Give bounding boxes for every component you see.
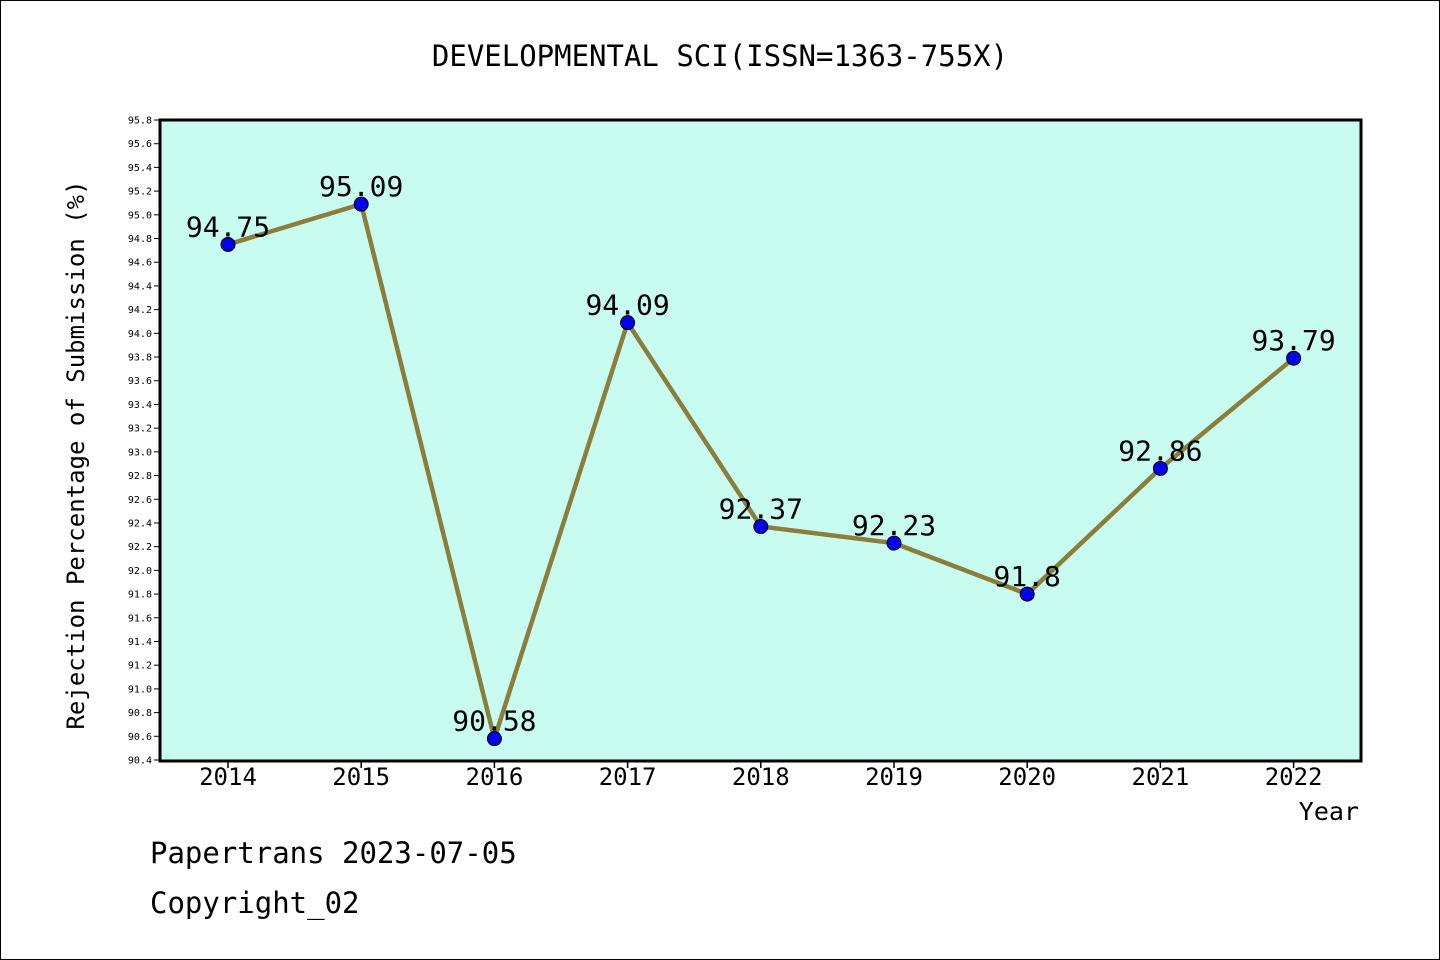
x-tick-label: 2020 [998, 763, 1056, 791]
data-point [1019, 586, 1035, 602]
x-tick-label: 2014 [199, 763, 257, 791]
x-tick-label: 2016 [466, 763, 524, 791]
footer-date-text: Papertrans 2023-07-05 [150, 836, 517, 870]
data-label: 91.8 [993, 560, 1060, 593]
data-label: 90.58 [452, 705, 536, 738]
y-tick-label: 91.8 [128, 590, 152, 601]
y-tick-label: 95.6 [128, 139, 152, 150]
data-point [886, 535, 902, 551]
y-tick-label: 93.8 [128, 353, 152, 364]
x-tick-label: 2017 [599, 763, 657, 791]
data-labels: 94.75 95.09 90.58 94.09 92.37 92.23 91.8 92.86 9… [186, 170, 1336, 738]
y-tick-label: 92.4 [128, 518, 152, 529]
y-tick-label: 92.6 [128, 495, 152, 506]
data-point [486, 731, 502, 747]
x-tick-label: 2019 [865, 763, 923, 791]
y-tick-label: 95.8 [128, 116, 152, 127]
data-label: 95.09 [319, 170, 403, 203]
y-tick-label: 95.4 [128, 163, 152, 174]
y-tick-label: 93.4 [128, 400, 152, 411]
y-axis: 90.4 90.6 90.8 91.0 91.2 91.4 91.6 91.8 92.0 92.2… [128, 116, 160, 767]
chart-title: DEVELOPMENTAL SCI(ISSN=1363-755X) [432, 39, 1008, 73]
data-label: 94.75 [186, 210, 270, 243]
data-point [620, 315, 636, 331]
y-tick-label: 91.6 [128, 613, 152, 624]
y-tick-label: 94.4 [128, 281, 152, 292]
data-label: 92.86 [1118, 434, 1202, 467]
data-label: 92.23 [852, 509, 936, 542]
plot-area [158, 118, 1363, 763]
y-tick-label: 94.8 [128, 234, 152, 245]
x-tick-label: 2022 [1265, 763, 1323, 791]
y-tick-label: 94.2 [128, 305, 152, 316]
y-tick-label: 93.6 [128, 376, 152, 387]
y-tick-label: 90.8 [128, 708, 152, 719]
y-tick-label: 91.0 [128, 684, 152, 695]
y-tick-label: 92.2 [128, 542, 152, 553]
y-tick-label: 93.0 [128, 447, 152, 458]
y-tick-label: 93.2 [128, 424, 152, 435]
data-point [353, 196, 369, 212]
data-point [1286, 350, 1302, 366]
data-label: 93.79 [1251, 324, 1335, 357]
y-tick-label: 95.2 [128, 187, 152, 198]
y-tick-label: 90.6 [128, 732, 152, 743]
footer-copyright-text: Copyright_02 [150, 886, 360, 920]
y-axis-label: Rejection Percentage of Submission (%) [62, 180, 90, 729]
x-axis: 2014 2015 2016 2017 2018 2019 2020 2021 2022 [199, 760, 1322, 791]
x-tick-label: 2021 [1132, 763, 1190, 791]
y-tick-label: 94.6 [128, 258, 152, 269]
y-tick-label: 94.0 [128, 329, 152, 340]
y-tick-label: 90.4 [128, 756, 152, 767]
y-tick-label: 91.2 [128, 661, 152, 672]
x-tick-label: 2015 [332, 763, 390, 791]
data-point [1152, 460, 1168, 476]
y-tick-label: 92.8 [128, 471, 152, 482]
data-label: 94.09 [585, 289, 669, 322]
y-tick-label: 92.0 [128, 566, 152, 577]
data-point [220, 236, 236, 252]
x-axis-label: Year [1299, 797, 1359, 826]
data-label: 92.37 [719, 493, 803, 526]
x-tick-label: 2018 [732, 763, 790, 791]
y-tick-label: 91.4 [128, 637, 152, 648]
y-tick-label: 95.0 [128, 210, 152, 221]
markers [220, 196, 1302, 747]
data-point [753, 519, 769, 535]
